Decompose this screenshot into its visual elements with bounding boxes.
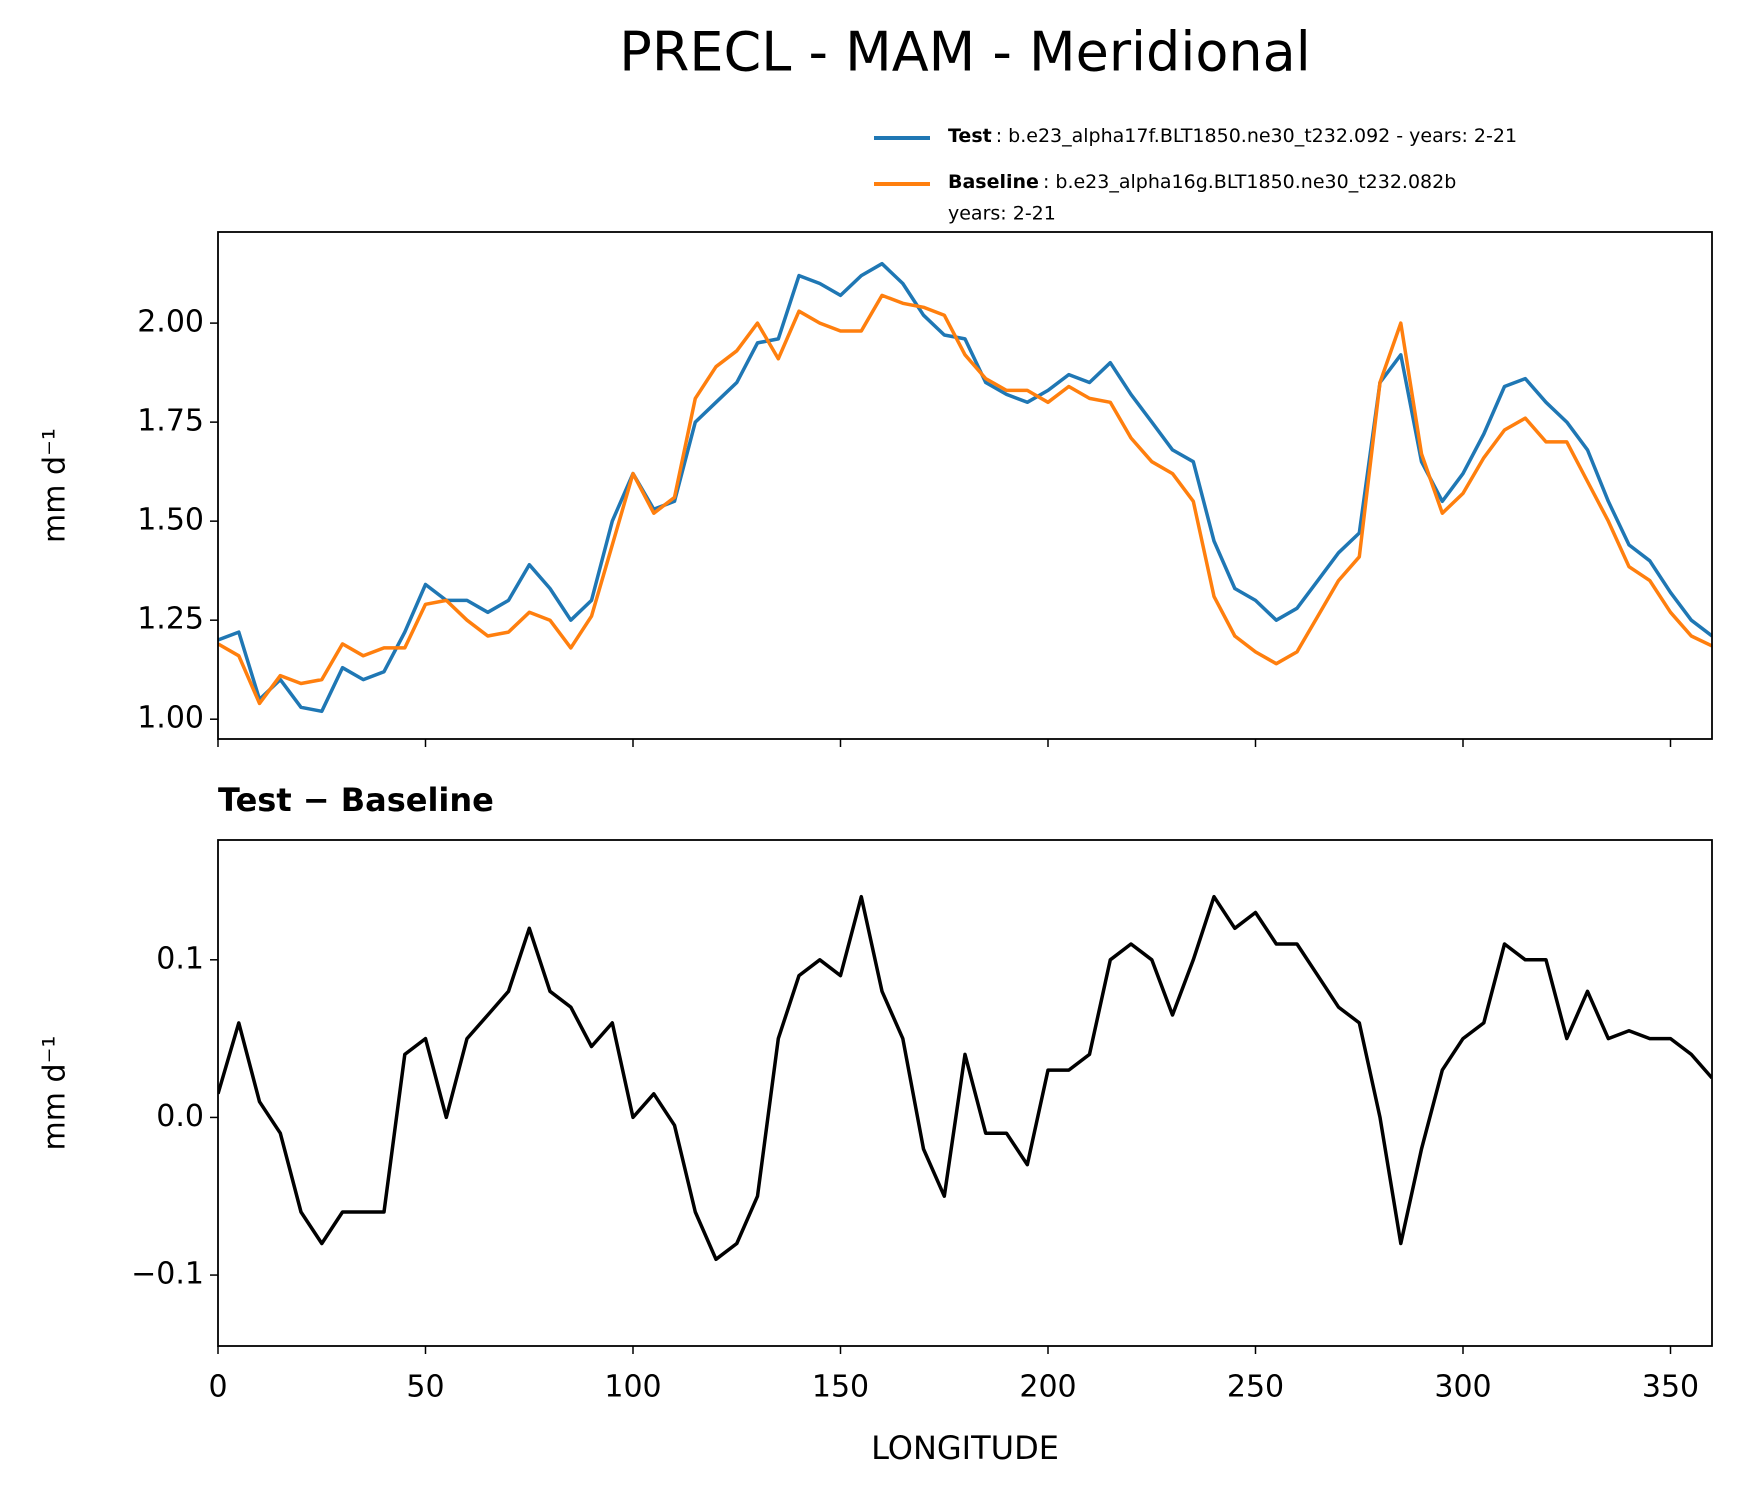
axes-frame: [217, 231, 1713, 740]
legend-text: : b.e23_alpha16g.BLT1850.ne30_t232.082b: [1043, 171, 1456, 193]
x-tick-label: 200: [1019, 1370, 1076, 1405]
y-tick-label: 1.75: [137, 404, 204, 439]
figure-title: PRECL - MAM - Meridional: [619, 21, 1310, 84]
y-tick-label: 1.50: [137, 503, 204, 538]
legend-text: : b.e23_alpha17f.BLT1850.ne30_t232.092 -…: [996, 125, 1517, 147]
x-tick-label: 350: [1642, 1370, 1699, 1405]
y-tick-label: 0.1: [156, 941, 204, 976]
data-line: [218, 293, 1712, 706]
legend-name: Test: [948, 125, 992, 147]
data-line: [218, 894, 1712, 1262]
x-tick-label: 0: [208, 1370, 227, 1405]
x-axis-label: LONGITUDE: [871, 1429, 1059, 1467]
legend-label: Test: b.e23_alpha17f.BLT1850.ne30_t232.0…: [948, 125, 1517, 147]
y-tick-label: 2.00: [137, 305, 204, 340]
data-line: [218, 261, 1712, 714]
x-tick-label: 150: [812, 1370, 869, 1405]
x-tick-label: 50: [406, 1370, 444, 1405]
y-tick-label: 1.00: [137, 701, 204, 736]
x-tick-label: 300: [1434, 1370, 1491, 1405]
x-tick-label: 100: [604, 1370, 661, 1405]
y-axis-label: mm d⁻¹: [38, 1036, 73, 1151]
x-tick-label: 250: [1227, 1370, 1284, 1405]
y-tick-label: −0.1: [131, 1257, 204, 1292]
legend-text: years: 2-21: [948, 203, 1056, 225]
legend-label: Baseline: b.e23_alpha16g.BLT1850.ne30_t2…: [948, 171, 1456, 193]
y-tick-label: 1.25: [137, 602, 204, 637]
y-axis-label: mm d⁻¹: [38, 428, 73, 543]
subplot-title: Test − Baseline: [218, 781, 494, 819]
y-tick-label: 0.0: [156, 1099, 204, 1134]
legend-name: Baseline: [948, 171, 1039, 193]
axes-frame: [217, 839, 1713, 1347]
